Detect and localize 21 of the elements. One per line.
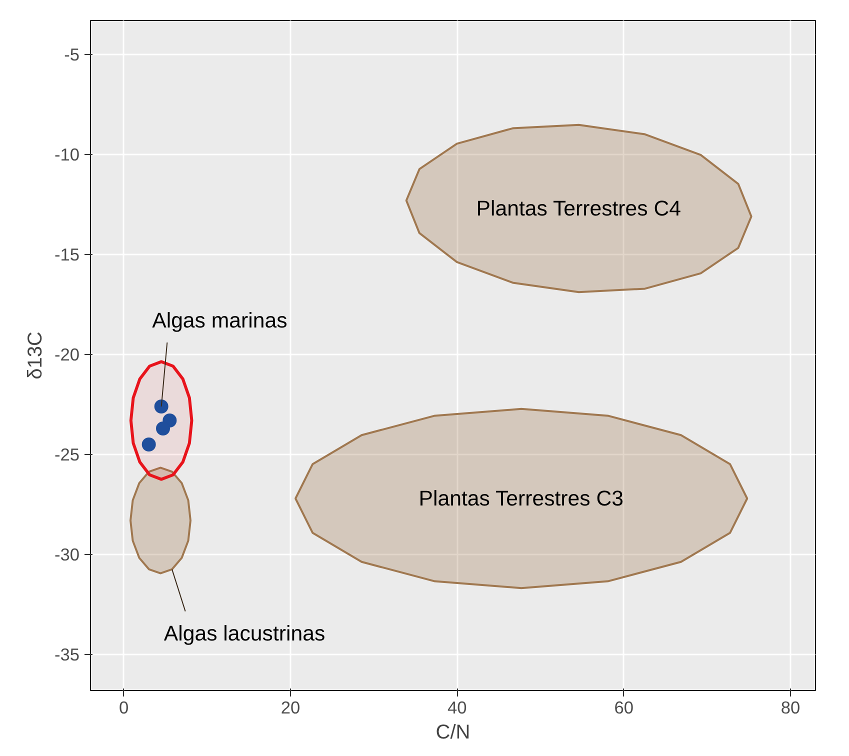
x-tick-label: 20 (280, 698, 300, 718)
y-tick-label: -15 (54, 244, 80, 264)
annotation: Plantas Terrestres C3 (418, 486, 624, 510)
y-tick-label: -20 (54, 344, 80, 364)
annotation: Algas lacustrinas (164, 621, 326, 646)
x-axis-title: C/N (436, 722, 470, 744)
y-tick-label: -25 (54, 444, 80, 464)
y-tick-label: -10 (54, 144, 80, 164)
x-tick-label: 80 (780, 698, 800, 718)
y-tick-label: -30 (54, 544, 80, 564)
x-tick-label: 60 (614, 698, 634, 718)
point (142, 438, 156, 452)
point (156, 422, 170, 436)
x-tick-label: 40 (448, 698, 467, 718)
x-tick-label: 0 (119, 698, 129, 718)
y-tick-label: -5 (64, 44, 80, 64)
annotation: Algas marinas (152, 308, 288, 332)
point (154, 400, 168, 414)
y-axis-title: δ13C (24, 332, 46, 380)
annotation: Plantas Terrestres C4 (476, 196, 682, 220)
y-tick-label: -35 (54, 644, 80, 664)
